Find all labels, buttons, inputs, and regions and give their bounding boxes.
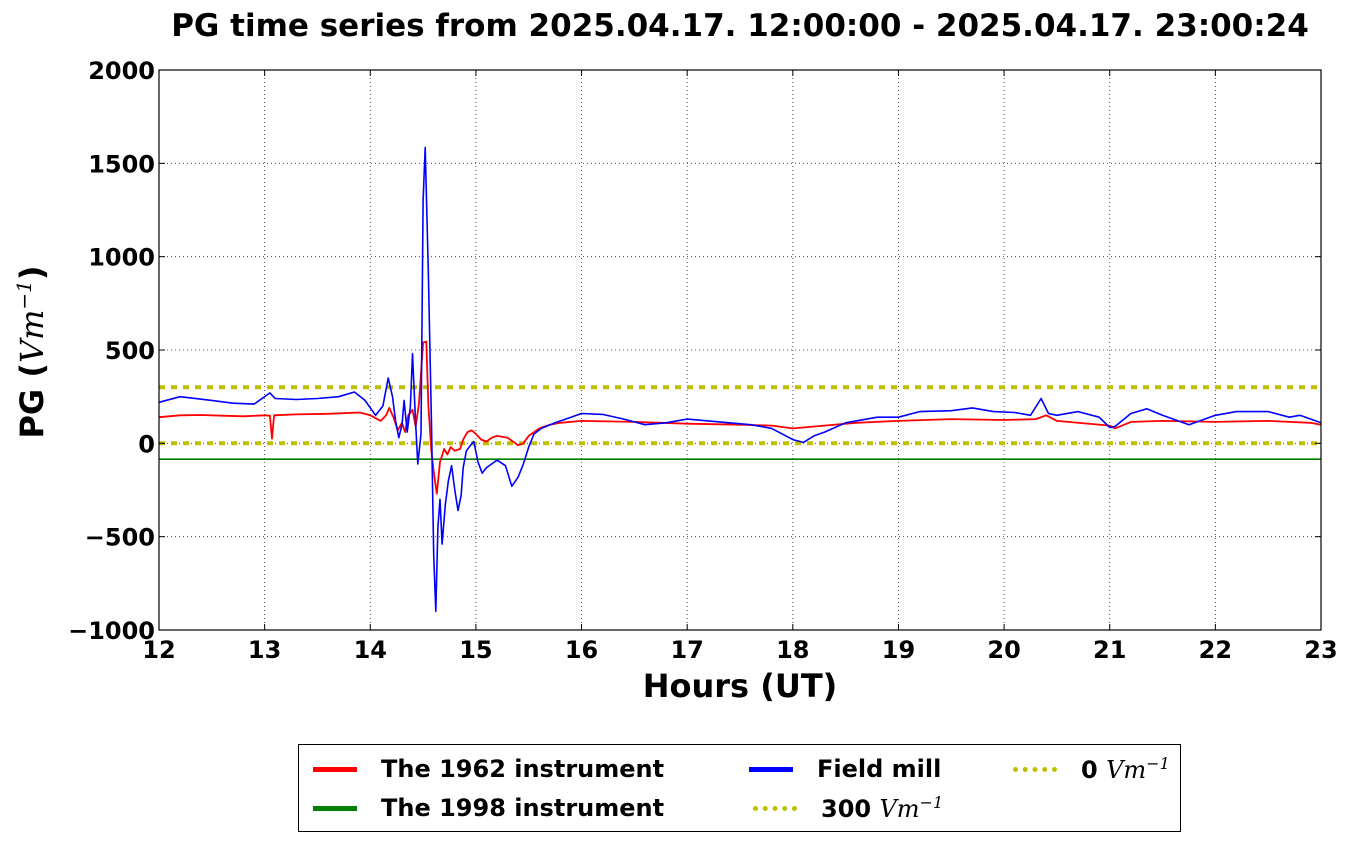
legend-label-0-vm-exponent: −1 <box>1146 754 1170 773</box>
series-line-field-mill <box>158 146 1322 613</box>
x-tick-labels: 12 13 14 15 16 17 18 19 20 21 22 23 <box>142 636 1337 664</box>
x-tick-label-22: 22 <box>1199 636 1232 664</box>
y-axis-label-exponent: −1 <box>12 280 36 309</box>
y-tick-label--500: −500 <box>85 524 155 552</box>
legend-label-0-vm-unit: Vm <box>1106 756 1147 784</box>
legend-label-300-vm-prefix: 300 <box>821 795 880 823</box>
legend-label-300-vm-exponent: −1 <box>919 793 944 812</box>
legend-label-1998-text: The 1998 instrument <box>381 794 665 822</box>
legend-label-field-mill: Field mill <box>817 755 941 783</box>
x-tick-label-19: 19 <box>882 636 915 664</box>
x-tick-label-15: 15 <box>459 636 492 664</box>
y-tick-label-1000: 1000 <box>88 244 155 272</box>
y-tick-label-500: 500 <box>105 337 155 365</box>
y-tick-label-1500: 1500 <box>88 150 155 178</box>
legend-label-1962: The 1962 instrument <box>381 755 664 783</box>
x-tick-label-20: 20 <box>987 636 1020 664</box>
x-tick-label-21: 21 <box>1093 636 1126 664</box>
y-tick-label-0: 0 <box>138 430 155 458</box>
legend-item-300-vm: 300 Vm−1 <box>753 793 943 823</box>
y-axis-label-unit: Vm <box>13 310 51 363</box>
legend-swatch-1962 <box>313 766 357 772</box>
y-axis-label-prefix: PG ( <box>13 363 51 438</box>
legend-swatch-300-vm <box>753 805 797 811</box>
chart-legend: The 1962 instrument Field mill 0 Vm−1 Th… <box>298 744 1181 832</box>
x-tick-label-13: 13 <box>248 636 281 664</box>
legend-label-field-mill-text: Field mill <box>817 755 942 783</box>
legend-label-300-vm-unit: Vm <box>879 795 920 823</box>
grid-lines <box>158 69 1322 631</box>
axis-ticks <box>158 69 1322 631</box>
x-tick-label-23: 23 <box>1304 636 1337 664</box>
legend-label-0-vm-prefix: 0 <box>1081 756 1107 784</box>
data-series <box>158 146 1322 613</box>
legend-item-1962-instrument: The 1962 instrument <box>313 754 664 784</box>
y-axis-label-suffix: ) <box>13 265 51 280</box>
legend-label-0-vm: 0 Vm−1 <box>1081 754 1170 784</box>
legend-swatch-field-mill <box>749 766 793 772</box>
legend-item-field-mill: Field mill <box>749 754 941 784</box>
legend-item-0-vm: 0 Vm−1 <box>1013 754 1170 784</box>
x-tick-label-12: 12 <box>142 636 175 664</box>
legend-label-300-vm: 300 Vm−1 <box>821 793 943 823</box>
y-tick-label--1000: −1000 <box>68 617 155 645</box>
x-tick-label-14: 14 <box>354 636 387 664</box>
x-tick-label-17: 17 <box>670 636 703 664</box>
chart-title: PG time series from 2025.04.17. 12:00:00… <box>171 8 1309 44</box>
x-tick-label-16: 16 <box>565 636 598 664</box>
legend-label-1998: The 1998 instrument <box>381 794 664 822</box>
legend-swatch-1998 <box>313 805 357 811</box>
series-line-the-1962-instrument <box>158 340 1322 495</box>
x-axis-label: Hours (UT) <box>643 667 838 705</box>
y-tick-label-2000: 2000 <box>88 57 155 85</box>
x-tick-label-18: 18 <box>776 636 809 664</box>
legend-item-1998-instrument: The 1998 instrument <box>313 793 664 823</box>
legend-label-1962-text: The 1962 instrument <box>381 755 665 783</box>
legend-swatch-0-vm <box>1013 766 1057 772</box>
y-axis-label: PG (Vm−1) <box>12 265 51 438</box>
y-tick-labels: −1000 −500 0 500 1000 1500 2000 <box>68 57 155 645</box>
